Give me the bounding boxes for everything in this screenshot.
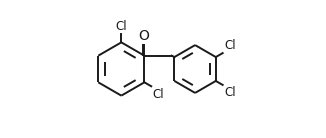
Text: Cl: Cl — [152, 88, 164, 101]
Text: O: O — [138, 29, 149, 43]
Text: Cl: Cl — [224, 86, 236, 99]
Text: Cl: Cl — [224, 39, 236, 52]
Text: Cl: Cl — [115, 20, 127, 33]
